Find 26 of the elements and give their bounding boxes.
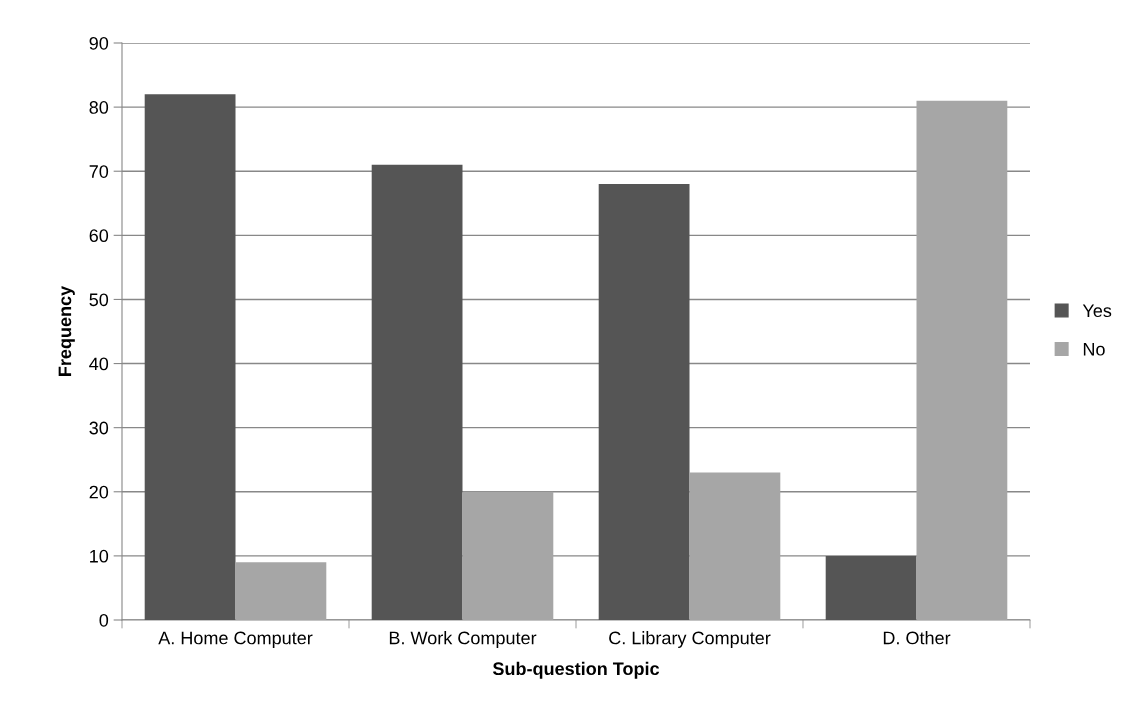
bar: [144, 94, 236, 620]
y-tick-label: 70: [89, 165, 109, 178]
x-tick-label: B. Work Computer: [389, 631, 537, 648]
x-axis-title: Sub-question Topic: [492, 661, 660, 679]
y-tick-label: 60: [89, 229, 109, 243]
bar: [689, 472, 781, 620]
y-tick-label: 0: [99, 613, 109, 627]
bar: [916, 100, 1008, 620]
y-tick-label: 80: [89, 101, 109, 114]
y-axis-title: Frequency: [58, 285, 75, 376]
x-tick-label: C. Library Computer: [609, 631, 771, 648]
y-tick-label: 50: [89, 293, 109, 307]
bar: [598, 184, 690, 620]
x-tick-label: D. Other: [883, 631, 951, 645]
bar: [235, 562, 327, 620]
legend-label: No: [1083, 343, 1105, 356]
y-tick-label: 40: [89, 357, 109, 371]
y-tick-label: 20: [89, 485, 109, 499]
bar: [371, 164, 463, 620]
y-tick-label: 30: [89, 421, 109, 435]
bar: [825, 555, 917, 620]
x-tick-label: A. Home Computer: [158, 631, 313, 648]
y-tick-label: 90: [89, 36, 109, 50]
legend-label: Yes: [1082, 304, 1112, 318]
y-tick-label: 10: [90, 549, 109, 563]
bar: [462, 491, 554, 620]
